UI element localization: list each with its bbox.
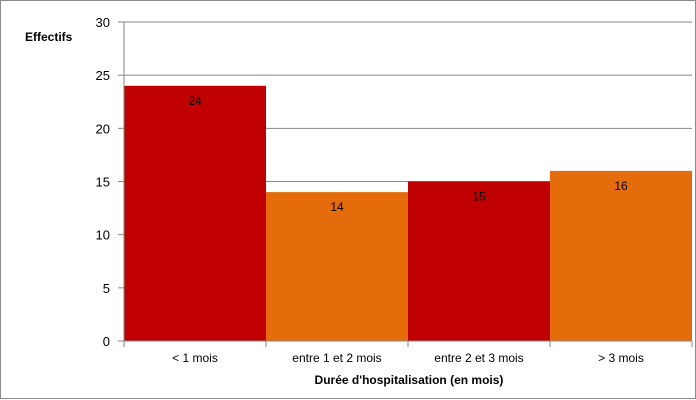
data-label-3: 15 [472,190,486,204]
y-tick-label: 0 [103,334,110,349]
y-axis-title: Effectifs [25,30,73,44]
y-tick-label: 30 [96,15,110,30]
data-labels: 24 14 15 16 [188,94,628,214]
x-tick-label-1: < 1 mois [172,351,218,365]
bar-3 [408,181,550,341]
bar-4 [550,170,692,341]
y-tick-label: 15 [96,175,110,190]
data-label-2: 14 [330,200,344,214]
bars [124,85,692,341]
x-axis-title: Durée d'hospitalisation (en mois) [315,373,504,387]
y-tick-label: 25 [96,68,110,83]
y-tick-label: 10 [96,228,110,243]
x-tick-label-2: entre 1 et 2 mois [292,351,381,365]
data-label-1: 24 [188,94,202,108]
y-tick-label: 5 [103,281,110,296]
x-tick-labels: < 1 mois entre 1 et 2 mois entre 2 et 3 mo… [123,341,693,365]
bar-1 [124,85,266,341]
y-tick-labels: 0 5 10 15 20 25 30 [96,15,124,349]
y-tick-label: 20 [96,121,110,136]
x-tick-label-3: entre 2 et 3 mois [434,351,523,365]
x-tick-label-4: > 3 mois [598,351,644,365]
bar-2 [266,192,408,341]
data-label-4: 16 [614,179,628,193]
